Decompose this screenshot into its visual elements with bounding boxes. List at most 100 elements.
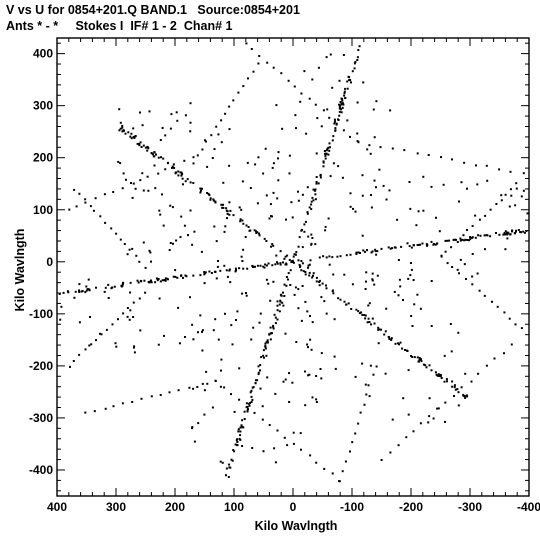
uv-point: [230, 324, 233, 327]
uv-point: [375, 186, 377, 189]
uv-point: [315, 401, 318, 403]
uv-point: [416, 152, 419, 155]
uv-point: [120, 284, 123, 287]
uv-point: [247, 77, 249, 80]
uv-point: [173, 167, 176, 169]
uv-point: [267, 282, 270, 285]
uv-point: [297, 288, 300, 291]
uv-point: [239, 220, 242, 223]
uv-point: [78, 192, 81, 195]
uv-point: [454, 388, 457, 391]
uv-point: [514, 232, 516, 235]
uv-point: [201, 148, 204, 151]
uv-point: [485, 164, 488, 167]
uv-point: [500, 199, 503, 202]
uv-point: [453, 384, 456, 387]
uv-point: [522, 172, 525, 175]
uv-point: [500, 194, 503, 197]
uv-point: [241, 419, 244, 422]
uv-point: [263, 237, 266, 240]
uv-point: [294, 286, 297, 289]
uv-point: [349, 450, 351, 453]
uv-point: [163, 279, 166, 282]
uv-point: [241, 180, 244, 183]
uv-point: [265, 194, 268, 197]
uv-point: [311, 276, 314, 279]
uv-point: [338, 110, 341, 113]
uv-point: [230, 458, 233, 461]
uv-point: [153, 164, 156, 167]
uv-point: [165, 277, 168, 280]
uv-point: [269, 332, 272, 335]
uv-point: [172, 242, 174, 245]
uv-point: [430, 325, 433, 327]
uv-point: [276, 429, 279, 432]
uv-point: [434, 371, 437, 374]
uv-point: [369, 364, 372, 367]
uv-point: [389, 451, 392, 454]
uv-point: [444, 401, 447, 404]
uv-point: [274, 322, 277, 325]
uv-point: [266, 339, 269, 342]
uv-point: [199, 274, 202, 277]
uv-point: [272, 66, 275, 69]
uv-point: [320, 125, 323, 128]
uv-point: [285, 284, 288, 287]
uv-point: [199, 191, 202, 194]
uv-point: [446, 262, 449, 265]
uv-point: [323, 300, 326, 303]
uv-point: [304, 300, 307, 303]
uv-point: [333, 118, 336, 121]
uv-point: [78, 289, 80, 292]
uv-point: [239, 218, 242, 221]
uv-point: [272, 324, 275, 327]
uv-point: [141, 172, 144, 175]
uv-point: [434, 243, 437, 246]
uv-point: [453, 238, 456, 241]
uv-point: [276, 318, 279, 321]
uv-point: [451, 266, 454, 268]
uv-point: [127, 131, 130, 134]
uv-point: [439, 375, 442, 378]
uv-point: [112, 191, 115, 193]
uv-point: [362, 249, 365, 252]
uv-point: [364, 314, 367, 317]
uv-point: [393, 290, 396, 293]
uv-point: [235, 439, 238, 442]
uv-point: [254, 163, 257, 166]
uv-point: [266, 340, 269, 343]
uv-point: [309, 315, 311, 317]
uv-point: [426, 244, 429, 247]
uv-point: [144, 291, 147, 294]
uv-point: [366, 148, 369, 151]
uv-point: [253, 229, 256, 232]
uv-point: [206, 165, 209, 168]
uv-point: [456, 388, 459, 391]
uv-point: [225, 207, 228, 210]
uv-point: [89, 205, 92, 208]
uv-point: [211, 157, 214, 159]
uv-point: [444, 250, 447, 253]
uv-point: [416, 293, 419, 296]
uv-point: [175, 111, 178, 114]
uv-point: [259, 364, 262, 366]
uv-point: [409, 207, 412, 210]
uv-point: [406, 350, 409, 352]
uv-point: [317, 182, 320, 185]
uv-point: [413, 303, 416, 306]
uv-point: [219, 269, 222, 272]
uv-point: [288, 259, 291, 261]
uv-point: [241, 445, 244, 447]
uv-point: [282, 380, 285, 383]
uv-point: [192, 338, 195, 341]
uv-point: [99, 332, 101, 335]
uv-point: [317, 66, 320, 69]
uv-point: [270, 245, 272, 248]
uv-point: [321, 282, 324, 285]
uv-point: [326, 147, 329, 150]
uv-point: [307, 374, 310, 377]
uv-point: [137, 281, 140, 284]
uv-point: [272, 327, 275, 330]
uv-point: [334, 367, 337, 370]
uv-point: [139, 179, 142, 182]
